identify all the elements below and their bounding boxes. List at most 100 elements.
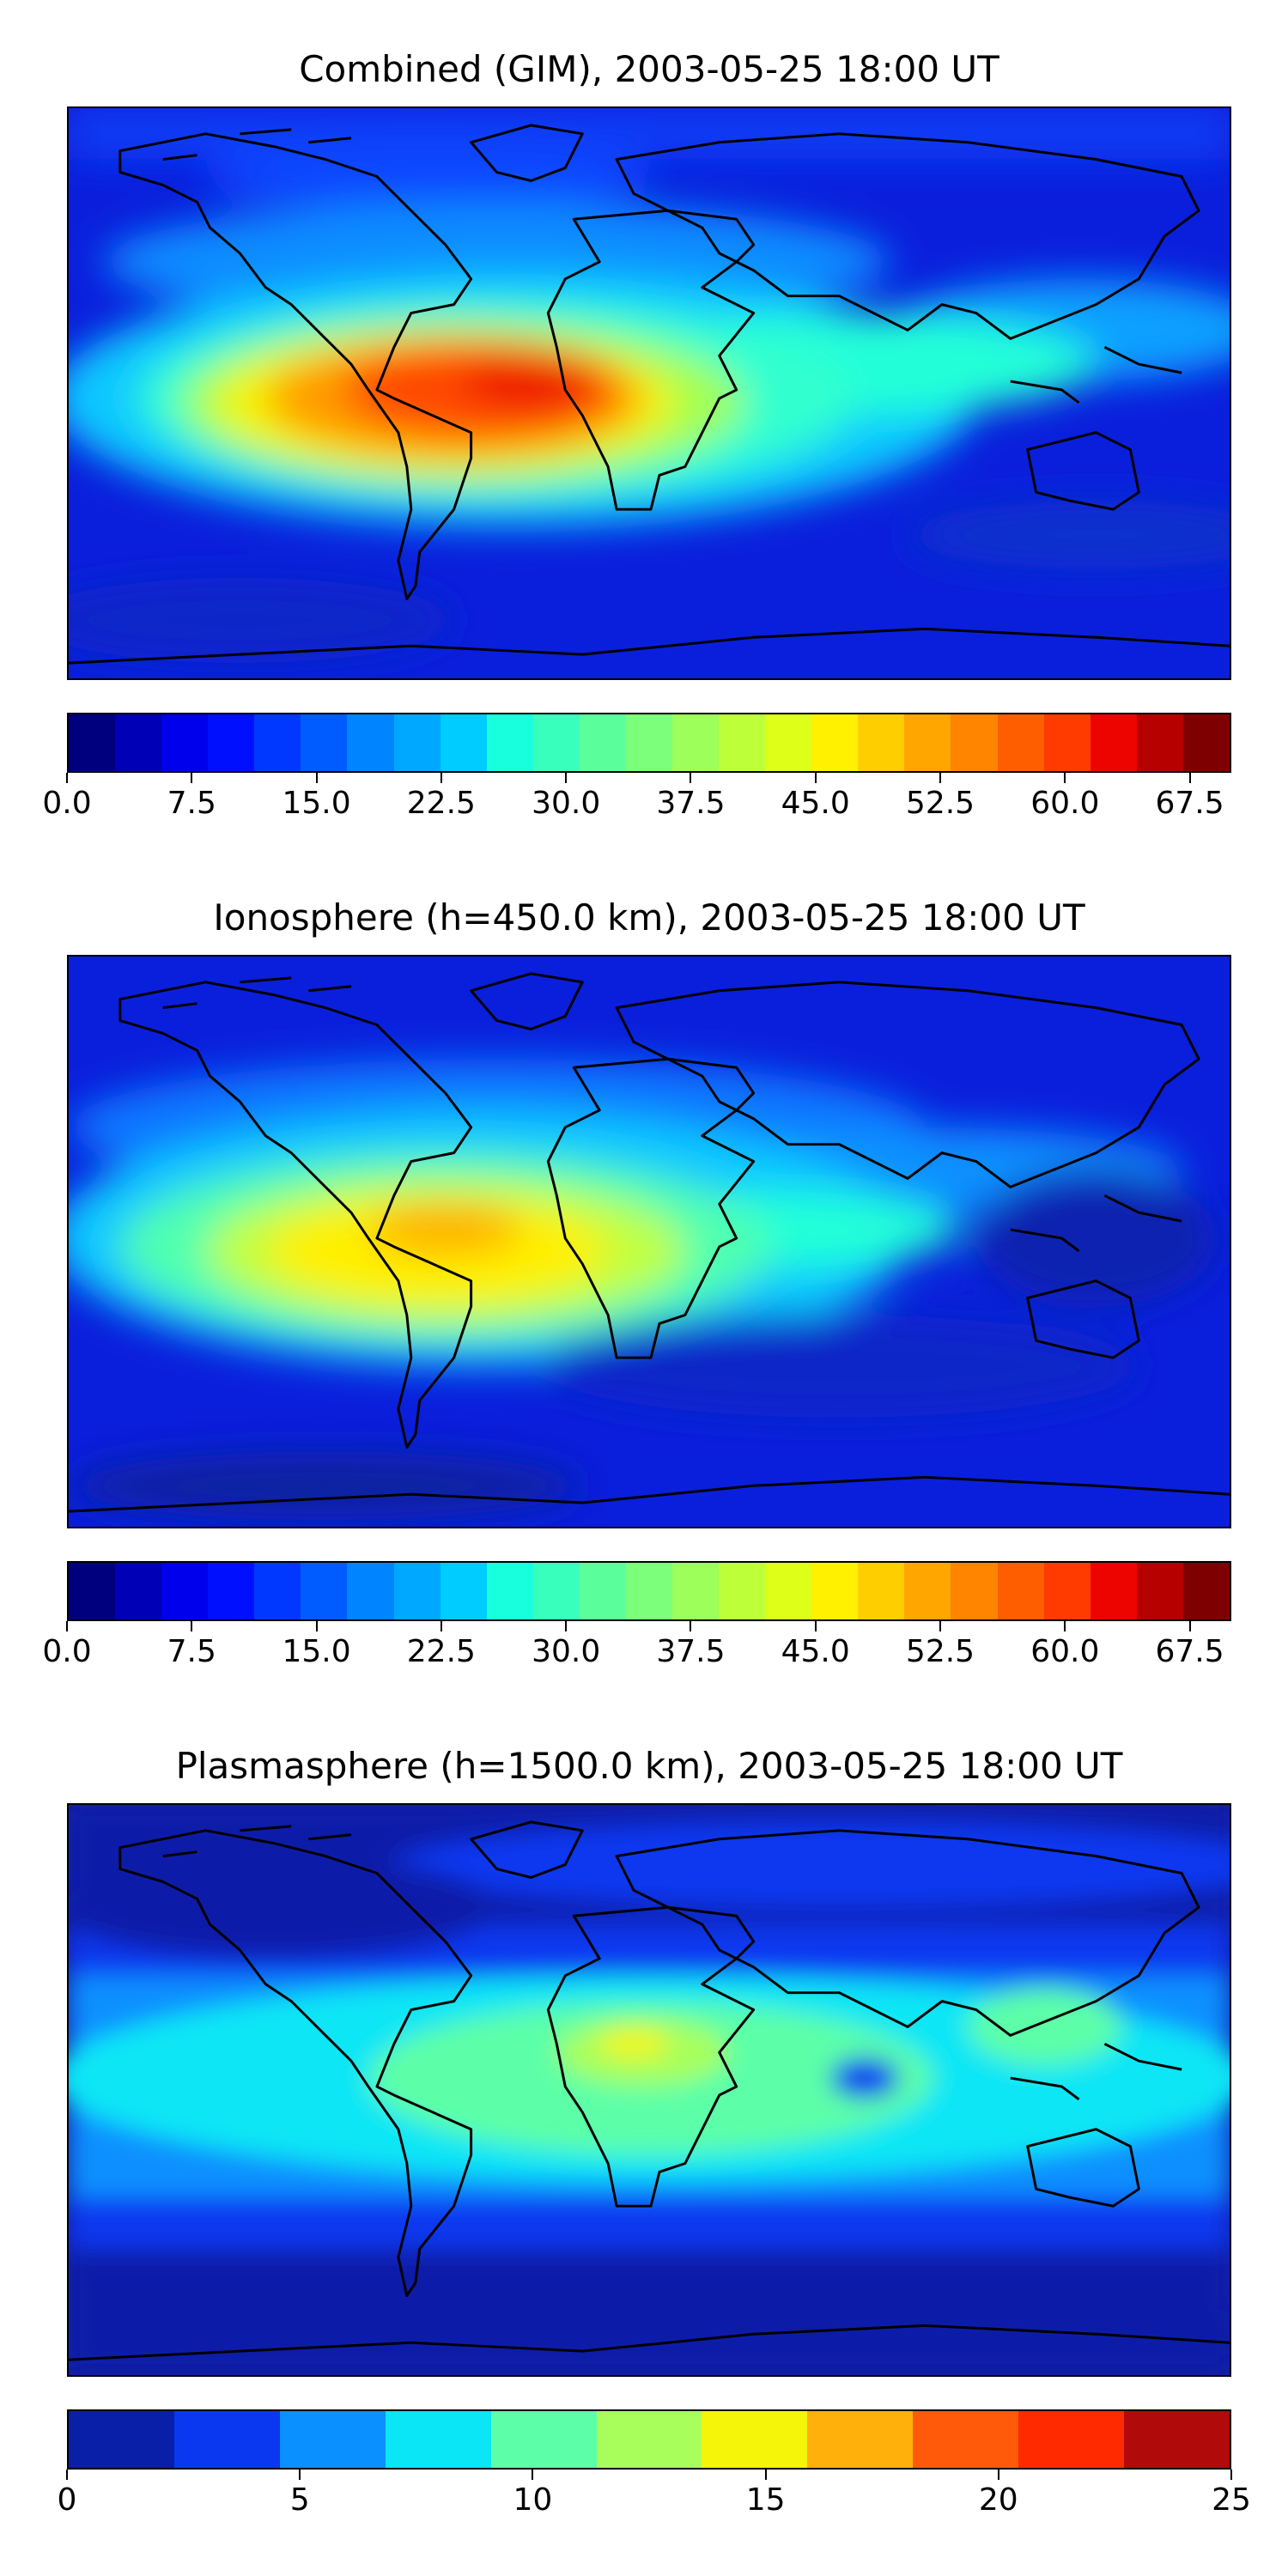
colorbar-segment (69, 1563, 116, 1619)
colorbar-segment (719, 714, 766, 771)
colorbar-segment (115, 1563, 162, 1619)
colorbar-tick (1188, 773, 1191, 783)
colorbar-tick (532, 2470, 534, 2480)
colorbar-tick (66, 1621, 68, 1631)
colorbar-segment (1182, 714, 1230, 771)
colorbar-segment (486, 1563, 533, 1619)
colorbar-segment (579, 1563, 626, 1619)
colorbar-tick-label: 52.5 (905, 786, 975, 821)
colorbar-segment (69, 714, 116, 771)
colorbar-segment (765, 1563, 812, 1619)
colorbar-tick (299, 2470, 301, 2480)
colorbar-tick (66, 2470, 68, 2480)
colorbar-combined (67, 713, 1231, 773)
colorbar-tick-label: 15.0 (282, 1634, 351, 1669)
colorbar-tick-label: 37.5 (656, 1634, 726, 1669)
colorbar-segment (1136, 714, 1183, 771)
colorbar-segment (115, 714, 162, 771)
colorbar-tick-label: 22.5 (406, 1634, 476, 1669)
panel-title-combined: Combined (GIM), 2003-05-25 18:00 UT (299, 48, 999, 90)
colorbar-segment (858, 714, 905, 771)
panel-title-plasmasphere: Plasmasphere (h=1500.0 km), 2003-05-25 1… (175, 1745, 1123, 1787)
colorbar-segment (254, 1563, 301, 1619)
colorbar-segment (393, 1563, 440, 1619)
colorbar-tick (191, 1621, 193, 1631)
colorbar-tick-label: 37.5 (656, 786, 726, 821)
colorbar-segment (997, 714, 1044, 771)
colorbar-tick-label: 30.0 (532, 786, 601, 821)
colorbar-segment (1043, 714, 1091, 771)
colorbar-segment (161, 1563, 209, 1619)
map-ionosphere (67, 955, 1231, 1528)
colorbar-segment (532, 1563, 580, 1619)
colorbar-segment (208, 714, 255, 771)
colorbar-segment (69, 2411, 174, 2468)
colorbar-segment (279, 2411, 386, 2468)
colorbar-tick (440, 773, 442, 783)
colorbar-tick (997, 2470, 999, 2480)
colorbar-segment (532, 714, 580, 771)
colorbar-segment (254, 714, 301, 771)
colorbar-tick-label: 7.5 (167, 786, 216, 821)
colorbar-segment (173, 2411, 280, 2468)
colorbar-tick-label: 0.0 (42, 1634, 92, 1669)
colorbar-segment (596, 2411, 702, 2468)
colorbar-tick (690, 773, 692, 783)
colorbar-segment (811, 1563, 859, 1619)
map-combined-gim (67, 106, 1231, 680)
colorbar-tick-label: 10 (513, 2482, 553, 2518)
colorbar-tick-label: 60.0 (1030, 786, 1100, 821)
colorbar-ionosphere (67, 1561, 1231, 1621)
colorbar-segment (1124, 2411, 1230, 2468)
colorbar-segment (1018, 2411, 1125, 2468)
colorbar-segment (904, 714, 951, 771)
colorbar-tick (814, 1621, 817, 1631)
colorbar-segment (347, 1563, 394, 1619)
colorbar-segment (913, 2411, 1019, 2468)
colorbar-tick-label: 52.5 (905, 1634, 975, 1669)
colorbar-segment (951, 1563, 998, 1619)
colorbar-segment (440, 714, 487, 771)
panel-title-ionosphere: Ionosphere (h=450.0 km), 2003-05-25 18:0… (213, 896, 1085, 939)
colorbar-tick (315, 1621, 318, 1631)
colorbar-tick (1230, 2470, 1232, 2480)
colorbar-segment (1182, 1563, 1230, 1619)
colorbar-tick (315, 773, 318, 783)
colorbar-segment (440, 1563, 487, 1619)
colorbar-tick (440, 1621, 442, 1631)
colorbar-segment (1090, 1563, 1137, 1619)
colorbar-tick (191, 773, 193, 783)
colorbar-segment (208, 1563, 255, 1619)
colorbar-segment (625, 714, 673, 771)
colorbar-tick-label: 60.0 (1030, 1634, 1100, 1669)
colorbar-tick-label: 15.0 (282, 786, 351, 821)
colorbar-segment (1043, 1563, 1091, 1619)
colorbar-segment (625, 1563, 673, 1619)
colorbar-tick-label: 67.5 (1155, 1634, 1224, 1669)
colorbar-segment (702, 2411, 808, 2468)
colorbar-tick (565, 1621, 568, 1631)
colorbar-segment (301, 714, 348, 771)
colorbar-tick-label: 45.0 (781, 786, 850, 821)
colorbar-segment (904, 1563, 951, 1619)
map-plasmasphere (67, 1803, 1231, 2377)
colorbar-segment (811, 714, 859, 771)
colorbar-segment (161, 714, 209, 771)
colorbar-segment (672, 714, 720, 771)
colorbar-tick-label: 15 (745, 2482, 786, 2518)
colorbar-tick-label: 0.0 (42, 786, 92, 821)
colorbar-segment (807, 2411, 914, 2468)
colorbar-tick (814, 773, 817, 783)
colorbar-tick-label: 5 (289, 2482, 310, 2518)
colorbar-segment (301, 1563, 348, 1619)
colorbar-tick (66, 773, 68, 783)
colorbar-tick (1188, 1621, 1191, 1631)
colorbar-tick (690, 1621, 692, 1631)
colorbar-segment (579, 714, 626, 771)
colorbar-tick (939, 1621, 941, 1631)
colorbar-segment (347, 714, 394, 771)
colorbar-segment (1136, 1563, 1183, 1619)
colorbar-tick-label: 0 (57, 2482, 77, 2518)
colorbar-segment (765, 714, 812, 771)
colorbar-segment (486, 714, 533, 771)
